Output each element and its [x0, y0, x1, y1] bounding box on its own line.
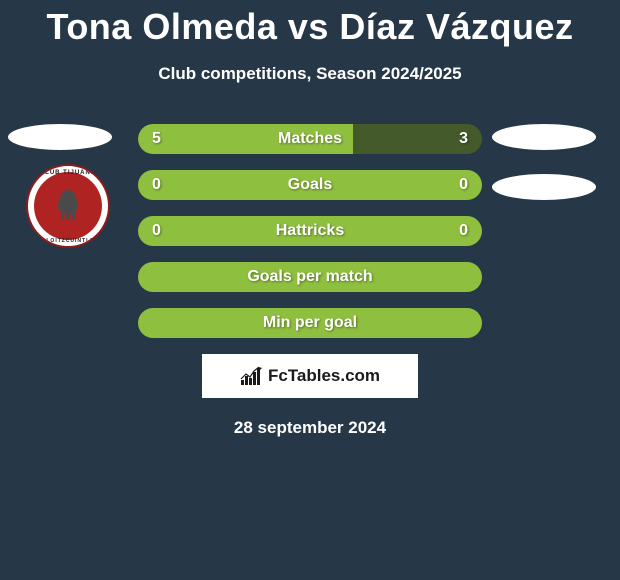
stat-row-goals-per-match: Goals per match [138, 262, 482, 292]
stat-row-hattricks: 0 Hattricks 0 [138, 216, 482, 246]
club-badge-bottom-text: XOLOITZCUINTLES [37, 238, 99, 244]
stat-value-right: 0 [459, 176, 468, 194]
club-badge-tijuana: CLUB TIJUANA XOLOITZCUINTLES [26, 164, 110, 248]
stats-bars: 5 Matches 3 0 Goals 0 0 Hattricks 0 Goal… [138, 124, 482, 338]
club-badge-inner [34, 172, 102, 240]
stat-value-right: 3 [459, 130, 468, 148]
stat-label: Goals [138, 176, 482, 194]
stat-label: Hattricks [138, 222, 482, 240]
player-photo-placeholder [8, 124, 112, 150]
right-column [492, 124, 602, 214]
subtitle: Club competitions, Season 2024/2025 [0, 64, 620, 84]
stat-row-goals: 0 Goals 0 [138, 170, 482, 200]
stat-row-min-per-goal: Min per goal [138, 308, 482, 338]
club-badge-top-text: CLUB TIJUANA [40, 170, 96, 176]
content-area: CLUB TIJUANA XOLOITZCUINTLES 5 Matches 3… [0, 124, 620, 438]
date-text: 28 september 2024 [0, 418, 620, 438]
stat-value-right: 0 [459, 222, 468, 240]
chart-icon [240, 366, 264, 386]
brand-box[interactable]: FcTables.com [202, 354, 418, 398]
stat-row-matches: 5 Matches 3 [138, 124, 482, 154]
dog-icon [53, 188, 83, 224]
page-title: Tona Olmeda vs Díaz Vázquez [0, 0, 620, 48]
stat-label: Goals per match [138, 268, 482, 286]
stat-label: Matches [138, 130, 482, 148]
left-column: CLUB TIJUANA XOLOITZCUINTLES [8, 124, 118, 248]
player-photo-placeholder [492, 124, 596, 150]
club-badge-placeholder [492, 174, 596, 200]
stat-label: Min per goal [138, 314, 482, 332]
brand-text: FcTables.com [268, 366, 380, 386]
